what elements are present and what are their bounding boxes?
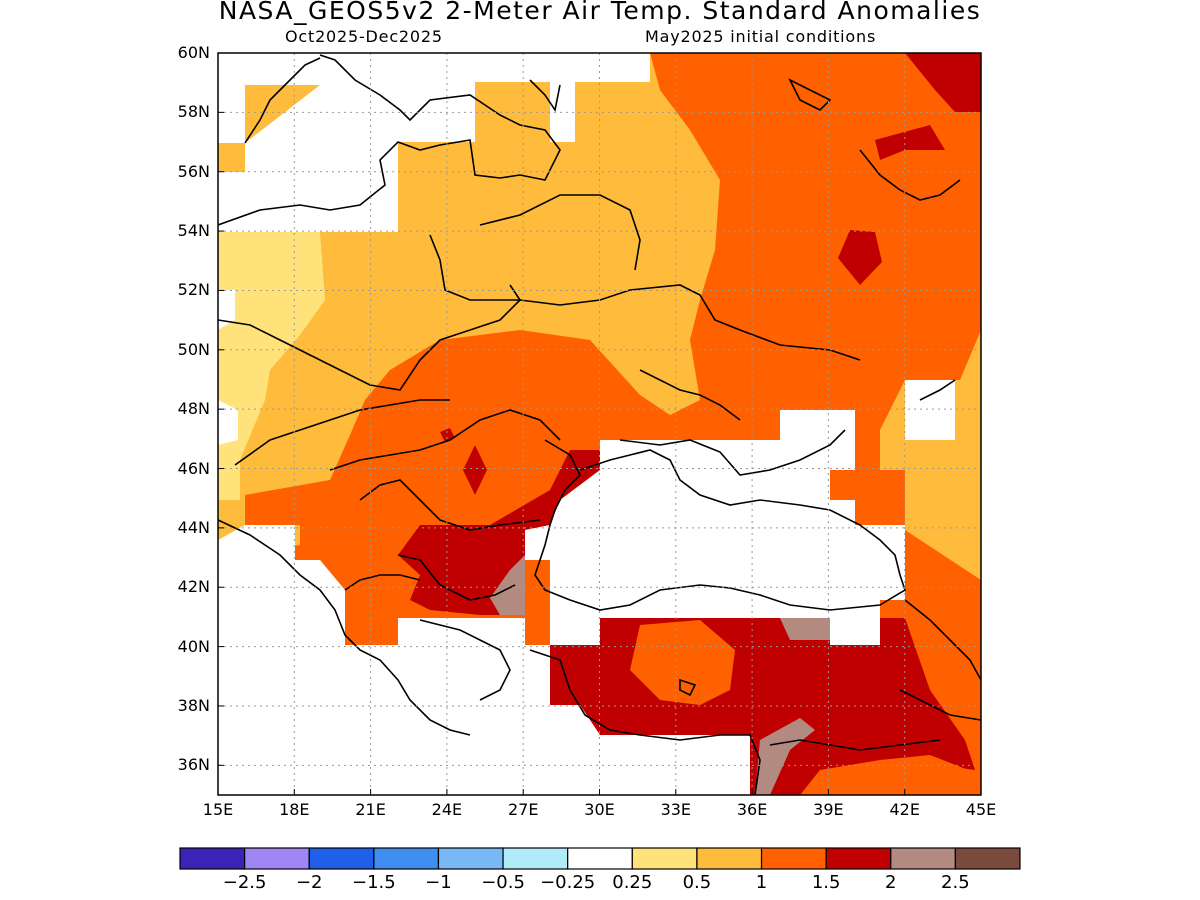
fill-orange-se [800,755,981,795]
fill-taupe-levant [755,718,815,795]
fill-white-turkey-ne [830,618,880,645]
fill-white-scandinavia [218,53,650,232]
colorbar-swatch [437,847,504,870]
colorbar-label: −0.5 [481,872,525,893]
fill-white-adriatic [218,525,750,795]
lat-label: 54N [177,221,210,241]
fill-dark-red-ne [905,53,981,112]
lon-label: 18E [279,800,310,819]
lat-label: 52N [177,280,210,300]
colorbar [179,847,1021,870]
lat-label: 40N [177,636,210,656]
subtitle-period: Oct2025-Dec2025 [285,27,443,46]
colorbar-swatch [502,847,569,870]
colorbar-swatch [954,847,1021,870]
colorbar-swatch [825,847,892,870]
lon-label: 45E [965,800,997,819]
lat-label: 42N [177,577,210,597]
lon-label: 33E [660,800,692,819]
lat-label: 44N [177,517,210,537]
colorbar-label: 0.25 [612,872,653,893]
colorbar-label: 2 [885,872,897,893]
colorbar-swatch [308,847,375,870]
lon-label: 27E [507,800,539,819]
lat-label: 60N [177,43,210,62]
fill-white-west-edge2 [218,400,238,445]
lon-label: 24E [431,800,463,819]
fill-dark-red-russia [838,230,882,285]
lon-label: 30E [584,800,615,819]
chart-title: NASA_GEOS5v2 2-Meter Air Temp. Standard … [218,0,982,25]
fill-dark-red-spot1 [463,445,487,495]
lon-label: 21E [355,800,386,819]
colorbar-label: 0.5 [682,872,712,893]
colorbar-label: 1 [755,872,768,893]
lon-label: 42E [889,800,920,819]
colorbar-label: −2 [295,872,323,893]
lon-label: 39E [813,800,844,819]
lon-label: 15E [202,800,234,819]
colorbar-label: 2.5 [941,872,970,893]
colorbar-swatch [567,847,633,870]
colorbar-label: 1.5 [811,872,841,893]
colorbar-swatch [373,847,440,870]
fill-light-yellow-west [218,232,325,500]
subtitle-init: May2025 initial conditions [645,27,877,46]
fill-dark-red-ne2 [875,125,945,160]
lat-label: 46N [177,458,210,478]
colorbar-label: −2.5 [222,872,267,893]
lat-label: 36N [177,755,210,775]
fill-orange-turkey-center [630,620,735,705]
fill-white-caspian-n [905,380,955,440]
fill-dark-red-balkans [398,450,600,615]
lat-label: 56N [177,161,210,181]
colorbar-label: −1.5 [351,872,396,893]
fill-taupe-turkey-n [780,618,830,640]
colorbar-swatch [631,847,698,870]
colorbar-swatch [696,847,763,870]
colorbar-label: −1 [425,872,452,893]
colorbar-label: −0.25 [540,872,596,893]
lat-label: 58N [177,102,210,122]
fill-taupe-aegean [490,555,525,615]
grid-lines [218,53,981,795]
lat-label: 48N [177,399,210,419]
colorbar-swatch [760,847,827,870]
lat-label: 50N [177,339,210,359]
tick-marks [217,52,982,795]
lon-label: 36E [736,800,768,819]
colorbar-swatch [179,847,246,870]
lat-label: 38N [177,695,210,715]
colorbar-swatch [890,847,956,870]
coastlines-borders [218,54,981,795]
colorbar-swatch [244,847,310,870]
